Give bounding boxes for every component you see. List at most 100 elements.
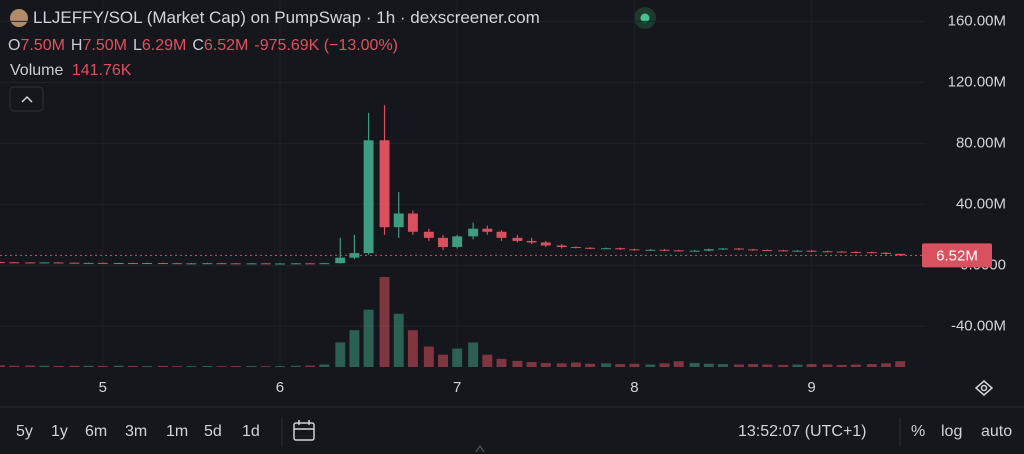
candle-body — [127, 263, 138, 265]
candle-body — [407, 213, 418, 232]
volume-bar — [468, 342, 479, 367]
ohlc-value: 7.50M — [20, 37, 65, 54]
ohlc-value: 7.50M — [82, 37, 127, 54]
volume-row: Volume 141.76K — [10, 62, 131, 80]
volume-bar — [393, 313, 404, 367]
y-tick-label: 80.00M — [956, 134, 1006, 151]
price-label: 6.52M — [936, 247, 978, 264]
ohlc-row: O7.50M H7.50M L6.29M C6.52M -975.69K (−13.00… — [8, 37, 398, 55]
candle-body — [305, 263, 316, 265]
volume-bar — [895, 361, 906, 367]
volume-bar — [290, 365, 301, 367]
volume-bar — [275, 366, 285, 367]
candle-body — [733, 248, 744, 250]
candle-body — [158, 263, 168, 265]
collapse-button[interactable] — [9, 86, 44, 112]
range-button[interactable]: 1m — [166, 423, 189, 440]
volume-bar — [216, 366, 227, 367]
x-tick-label: 6 — [276, 379, 284, 396]
ohlc-value: 6.52M — [203, 37, 249, 54]
y-tick-label: 40.00M — [956, 195, 1006, 212]
candle-body — [526, 240, 537, 243]
candle-body — [423, 231, 434, 238]
range-button[interactable]: 6m — [85, 423, 108, 440]
volume-bar — [172, 366, 183, 367]
volume-bar — [512, 360, 523, 367]
range-button[interactable]: 5y — [16, 423, 33, 440]
candle-body — [659, 249, 670, 251]
status-dot — [640, 13, 650, 23]
collapse-icon — [21, 95, 33, 103]
candle-body — [39, 262, 50, 264]
volume-bar — [836, 364, 847, 367]
x-tick-label: 8 — [630, 379, 638, 396]
range-button[interactable]: 5d — [204, 423, 222, 440]
volume-bar — [379, 277, 390, 367]
token-avatar — [10, 9, 28, 27]
range-button[interactable]: 3m — [125, 423, 148, 440]
volume-bar — [0, 365, 5, 367]
volume-bar — [69, 365, 80, 367]
settings-icon[interactable] — [974, 380, 994, 396]
volume-bar — [113, 365, 124, 367]
candle-body — [83, 262, 94, 264]
candle-body — [142, 263, 153, 265]
option-button[interactable]: % — [911, 423, 926, 440]
option-button[interactable]: auto — [981, 423, 1013, 440]
y-tick-label: 160.00M — [948, 12, 1006, 29]
candle-body — [186, 263, 197, 265]
candle-body — [673, 250, 684, 252]
volume-bar — [39, 365, 50, 367]
y-tick-label: -40.00M — [951, 317, 1006, 334]
candle-body — [850, 251, 861, 253]
candle-body — [806, 250, 817, 252]
x-tick-label: 9 — [807, 379, 815, 396]
candle-body — [363, 140, 374, 254]
volume-bar — [335, 342, 346, 367]
candle-body — [615, 248, 626, 250]
candle-body — [570, 247, 581, 249]
candle-body — [9, 262, 20, 264]
volume-bar — [822, 364, 833, 367]
volume-bar — [246, 365, 257, 367]
candle-body — [379, 140, 390, 228]
volume-bar — [97, 365, 108, 367]
volume-bar — [806, 364, 817, 367]
option-button[interactable]: log — [941, 423, 963, 440]
candle-body — [748, 249, 759, 251]
volume-bar — [850, 364, 861, 367]
volume-bar — [363, 309, 374, 367]
volume-bar — [127, 365, 138, 367]
volume-bar — [526, 362, 537, 367]
candle-body — [113, 263, 124, 265]
volume-bar — [158, 365, 168, 367]
volume-bar — [142, 366, 153, 367]
candle-body — [25, 262, 36, 264]
ohlc-key: C — [192, 37, 204, 54]
candle-body — [438, 237, 448, 248]
candle-body — [556, 245, 567, 248]
settings-icon-dot — [980, 384, 988, 392]
volume-bar — [9, 365, 20, 367]
candle-body — [836, 251, 847, 253]
volume-bar — [689, 362, 700, 367]
candle-body — [778, 250, 789, 252]
range-button[interactable]: 1y — [51, 423, 68, 440]
candle-body — [718, 248, 728, 250]
calendar-icon[interactable] — [293, 420, 315, 441]
range-button[interactable]: 1d — [242, 423, 260, 440]
candle-body — [349, 253, 360, 258]
volume-bar — [792, 364, 803, 367]
volume-bar — [540, 362, 551, 367]
change: -975.69K (−13.00%) — [254, 37, 399, 54]
candle-body — [202, 263, 213, 265]
candle-body — [496, 231, 507, 238]
volume-bar — [186, 366, 197, 367]
candle-body — [319, 263, 330, 265]
candle-body — [230, 263, 241, 265]
price-label-box — [922, 243, 992, 268]
candle-body — [866, 252, 877, 254]
volume-bar — [407, 330, 418, 367]
plot: 160.00M120.00M80.00M40.00M0.0000-40.00M5… — [0, 0, 1006, 396]
ohlc-value: 6.29M — [141, 37, 187, 54]
